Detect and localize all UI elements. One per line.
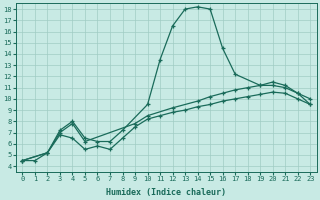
X-axis label: Humidex (Indice chaleur): Humidex (Indice chaleur) — [106, 188, 226, 197]
